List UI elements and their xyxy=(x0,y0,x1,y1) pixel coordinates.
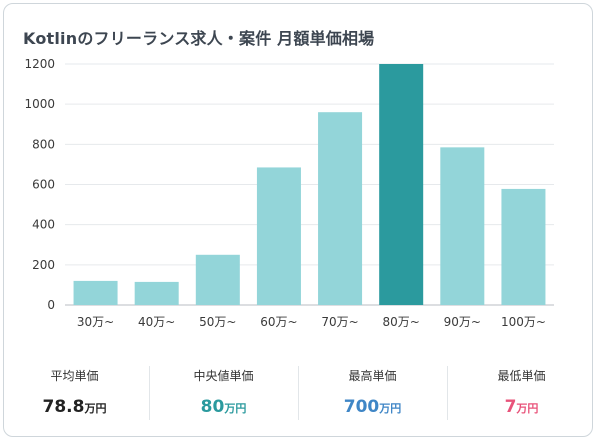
bar xyxy=(440,147,485,305)
stat-number: 78.8 xyxy=(42,397,85,417)
y-axis: 0 200 400 600 800 1000 1200 xyxy=(24,57,55,312)
stat-max: 最高単価 700万円 xyxy=(298,362,447,420)
bar xyxy=(318,112,363,305)
bar xyxy=(379,64,424,305)
y-tick-label: 1000 xyxy=(24,97,55,111)
stat-value: 700万円 xyxy=(298,396,447,420)
x-tick-label: 70万~ xyxy=(321,315,358,329)
stat-number: 80 xyxy=(200,397,225,417)
x-tick-label: 40万~ xyxy=(138,315,175,329)
stat-value: 7万円 xyxy=(447,396,596,420)
bar xyxy=(73,280,118,305)
stat-label: 平均単価 xyxy=(50,369,99,383)
stat-label: 最低単価 xyxy=(497,369,546,383)
x-tick-label: 90万~ xyxy=(444,315,481,329)
bar xyxy=(195,254,240,305)
stat-label: 中央値単価 xyxy=(193,369,254,383)
bar xyxy=(256,167,301,305)
y-tick-label: 600 xyxy=(32,178,55,192)
chart-title: Kotlinのフリーランス求人・案件 月額単価相場 xyxy=(23,29,375,48)
stat-label: 最高単価 xyxy=(348,369,397,383)
y-tick-label: 200 xyxy=(32,258,55,272)
y-tick-label: 0 xyxy=(47,298,55,312)
stat-average: 平均単価 78.8万円 xyxy=(0,362,149,420)
stats-row: 平均単価 78.8万円 中央値単価 80万円 最高単価 700万円 最低単価 7… xyxy=(0,362,596,424)
y-tick-label: 400 xyxy=(32,218,55,232)
bar xyxy=(501,188,546,305)
x-axis: 30万~ 40万~ 50万~ 60万~ 70万~ 80万~ 90万~ 100万~ xyxy=(77,315,546,329)
x-tick-label: 50万~ xyxy=(199,315,236,329)
x-tick-label: 30万~ xyxy=(77,315,114,329)
y-tick-label: 800 xyxy=(32,137,55,151)
x-tick-label: 80万~ xyxy=(383,315,420,329)
stat-value: 80万円 xyxy=(149,396,298,420)
bar xyxy=(134,281,179,305)
bar-chart: 0 200 400 600 800 1000 1200 30万~ 40万~ 50万~ 60万~ 70… xyxy=(24,57,554,329)
stat-unit: 万円 xyxy=(516,402,539,415)
stat-median: 中央値単価 80万円 xyxy=(149,362,298,420)
stat-unit: 万円 xyxy=(84,402,107,415)
stat-min: 最低単価 7万円 xyxy=(447,362,596,420)
stat-number: 7 xyxy=(504,397,517,417)
x-tick-label: 60万~ xyxy=(260,315,297,329)
x-tick-label: 100万~ xyxy=(501,315,546,329)
y-tick-label: 1200 xyxy=(24,57,55,71)
stat-unit: 万円 xyxy=(224,402,247,415)
stat-number: 700 xyxy=(343,397,380,417)
bars xyxy=(73,64,546,305)
stat-unit: 万円 xyxy=(379,402,402,415)
stat-value: 78.8万円 xyxy=(0,396,149,420)
